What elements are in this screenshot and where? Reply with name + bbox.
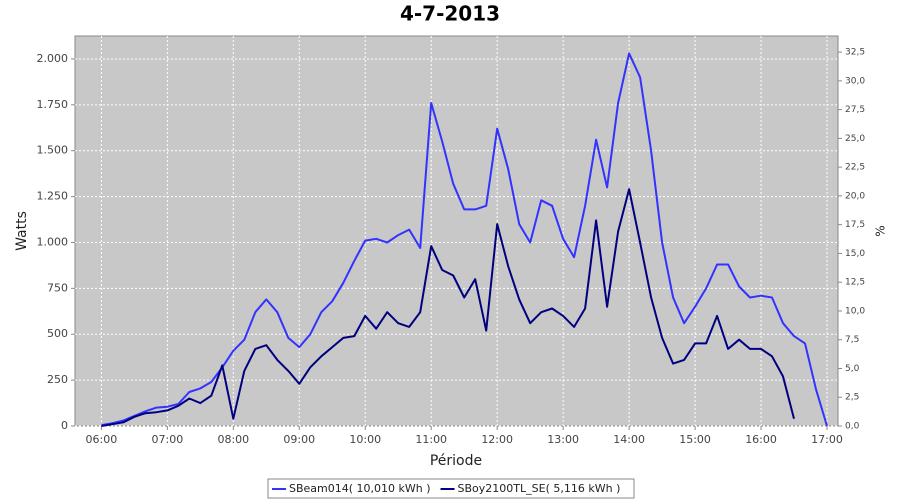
x-tick-label: 08:00 bbox=[217, 433, 249, 446]
y2-tick-label: 17,5 bbox=[845, 220, 865, 230]
y2-tick-label: 10,0 bbox=[845, 306, 865, 316]
x-axis-label: Période bbox=[430, 453, 482, 469]
y-tick-label: 2.000 bbox=[37, 52, 69, 65]
y2-tick-label: 20,0 bbox=[845, 191, 865, 201]
x-tick-label: 06:00 bbox=[86, 433, 118, 446]
y-tick-label: 750 bbox=[47, 281, 68, 294]
y2-tick-label: 5,0 bbox=[845, 364, 860, 374]
y2-tick-label: 25,0 bbox=[845, 134, 865, 144]
y2-tick-label: 2,5 bbox=[845, 393, 859, 403]
x-tick-label: 13:00 bbox=[547, 433, 579, 446]
x-tick-label: 09:00 bbox=[283, 433, 315, 446]
y-tick-label: 1.000 bbox=[37, 235, 69, 248]
y2-tick-label: 0,0 bbox=[845, 422, 860, 432]
y2-tick-label: 27,5 bbox=[845, 105, 865, 115]
x-tick-label: 11:00 bbox=[415, 433, 447, 446]
x-tick-label: 12:00 bbox=[481, 433, 513, 446]
x-tick-label: 07:00 bbox=[152, 433, 184, 446]
legend-label: SBoy2100TL_SE( 5,116 kWh ) bbox=[458, 482, 621, 495]
x-tick-label: 10:00 bbox=[349, 433, 381, 446]
y2-tick-label: 30,0 bbox=[845, 76, 865, 86]
y2-axis-label: % bbox=[874, 225, 888, 236]
y2-tick-label: 12,5 bbox=[845, 278, 865, 288]
y-tick-label: 0 bbox=[61, 419, 68, 432]
x-tick-label: 16:00 bbox=[745, 433, 777, 446]
y-tick-label: 250 bbox=[47, 373, 68, 386]
y-axis-label: Watts bbox=[14, 211, 30, 251]
y-tick-label: 1.250 bbox=[37, 190, 69, 203]
legend-label: SBeam014( 10,010 kWh ) bbox=[289, 482, 431, 495]
plot-area bbox=[74, 35, 839, 427]
series-line bbox=[101, 188, 795, 427]
x-tick-label: 17:00 bbox=[811, 433, 843, 446]
chart-title: 4-7-2013 bbox=[400, 2, 500, 26]
y2-tick-label: 32,5 bbox=[845, 48, 865, 58]
y2-tick-label: 22,5 bbox=[845, 163, 865, 173]
x-tick-label: 15:00 bbox=[679, 433, 711, 446]
y-tick-label: 1.750 bbox=[37, 98, 69, 111]
x-tick-label: 14:00 bbox=[613, 433, 645, 446]
y2-tick-label: 15,0 bbox=[845, 249, 865, 259]
y2-tick-label: 7,5 bbox=[845, 335, 859, 345]
y-tick-label: 500 bbox=[47, 327, 68, 340]
y-tick-label: 1.500 bbox=[37, 144, 69, 157]
